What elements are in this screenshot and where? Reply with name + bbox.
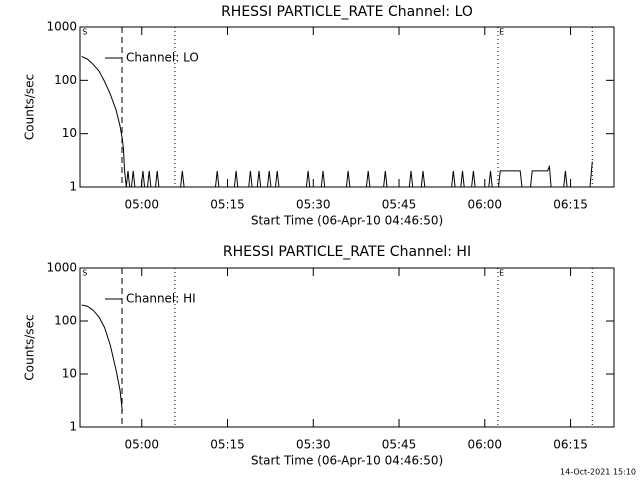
chart-title: RHESSI PARTICLE_RATE Channel: HI [223, 244, 471, 260]
y-tick-label: 100 [54, 314, 77, 328]
x-tick-label: 05:00 [124, 438, 159, 452]
y-tick-label: 1000 [46, 261, 77, 275]
y-tick-label: 100 [54, 73, 77, 87]
y-tick-label: 1000 [46, 20, 77, 34]
y-tick-label: 10 [62, 126, 77, 140]
legend-label: Channel: LO [126, 51, 199, 65]
x-tick-label: 05:15 [210, 438, 245, 452]
x-axis-label: Start Time (06-Apr-10 04:46:50) [251, 454, 443, 468]
x-tick-label: 06:00 [467, 438, 502, 452]
annotation: E [499, 269, 504, 278]
y-tick-label: 10 [62, 367, 77, 381]
x-tick-label: 06:00 [467, 198, 502, 212]
annotation: S [82, 28, 87, 37]
legend-label: Channel: HI [126, 292, 196, 306]
data-line [81, 56, 593, 188]
y-axis-label: Counts/sec [23, 314, 37, 380]
y-tick-label: 1 [69, 420, 77, 434]
plot-frame [79, 26, 615, 188]
footer: 14-Oct-2021 15:10 [560, 468, 636, 477]
x-tick-label: 06:15 [553, 198, 588, 212]
x-tick-label: 05:45 [382, 438, 417, 452]
x-tick-label: 06:15 [553, 438, 588, 452]
data-line [81, 304, 123, 412]
y-tick-label: 1 [69, 180, 77, 194]
x-tick-label: 05:45 [382, 198, 417, 212]
annotation: S [82, 269, 87, 278]
x-tick-label: 05:30 [296, 438, 331, 452]
annotation: E [499, 28, 504, 37]
x-tick-label: 05:30 [296, 198, 331, 212]
x-tick-label: 05:15 [210, 198, 245, 212]
x-tick-label: 05:00 [124, 198, 159, 212]
chart-title: RHESSI PARTICLE_RATE Channel: LO [221, 4, 473, 20]
x-axis-label: Start Time (06-Apr-10 04:46:50) [251, 214, 443, 228]
plot-frame [79, 267, 615, 428]
y-axis-label: Counts/sec [23, 74, 37, 140]
